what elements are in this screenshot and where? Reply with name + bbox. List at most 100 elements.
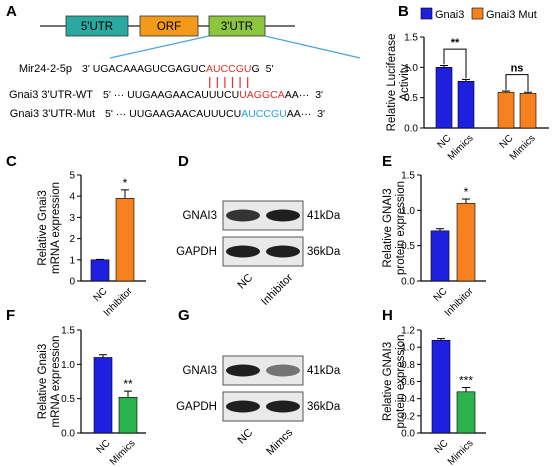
- significance-bracket: [505, 74, 529, 91]
- bar: [118, 396, 138, 434]
- bar: [519, 93, 537, 129]
- significance-label: ns: [511, 63, 524, 75]
- seq-tail: AA···: [285, 89, 310, 101]
- sequence-alignment: Mir24-2-5p 3' UGACAAAGUCGAGUCAUCCGUG 5' Gna…: [9, 63, 325, 120]
- y-axis-label: Relative Gnai3mRNA expression: [37, 182, 62, 274]
- bar: [430, 230, 450, 282]
- panel-c: C 0 1 2 3 4 5 Relative Gnai3mRNA expression NCI…: [6, 153, 146, 319]
- panel-letter-c: C: [6, 153, 17, 170]
- seq-row-name: Gnai3 3'UTR-Mut: [10, 108, 95, 120]
- blot-protein-label: GAPDH: [176, 401, 217, 413]
- blot-band: [266, 364, 300, 377]
- blot-band: [226, 364, 260, 377]
- seq-plain: UUGAAGAACAUUUCU: [127, 89, 239, 101]
- significance-label: **: [123, 377, 133, 391]
- y-tick-label: 1.5: [61, 326, 75, 337]
- y-tick-label: 0: [69, 277, 75, 288]
- legend-label: Gnai3: [435, 9, 464, 21]
- seq-row-name: Mir24-2-5p: [19, 63, 72, 75]
- base-pair-lines: [209, 77, 249, 88]
- y-tick-label: 0.0: [404, 124, 418, 135]
- y-tick-label: 4: [69, 192, 75, 203]
- y-tick-label: 1.2: [401, 326, 415, 337]
- panel-letter-d: D: [178, 153, 189, 170]
- x-tick-label: NC: [498, 133, 516, 151]
- x-tick-label: NC: [92, 286, 110, 304]
- panel-letter-e: E: [382, 153, 392, 170]
- seq-plain: UUGAAGAACAUUUCU: [129, 108, 241, 120]
- panel-d: D GNAI3 41kDa GAPDH 36kDa NC Inhibitor: [176, 153, 341, 308]
- y-axis-label: Relative GNAI3protein expression: [382, 335, 407, 429]
- y-tick-label: 1.5: [404, 33, 418, 44]
- y-tick-label: 2: [69, 234, 75, 245]
- orf-box: [139, 15, 199, 37]
- significance-label: *: [464, 185, 469, 199]
- chart-c: 0 1 2 3 4 5 Relative Gnai3mRNA expression NCInh…: [37, 171, 146, 319]
- seq-left-end: 5' ···: [105, 108, 129, 120]
- seq-row-sequence: 5' ··· UUGAAGAACAUUUCUUAGGCAAA··· 3': [103, 89, 323, 101]
- western-blot-d: GNAI3 41kDa GAPDH 36kDa NC Inhibitor: [176, 200, 341, 308]
- expansion-line-right: [264, 35, 361, 59]
- seq-right-end: 5': [266, 63, 274, 75]
- seq-plain: UGACAAAGUCGAGUC: [93, 63, 207, 75]
- blot-band: [226, 209, 260, 222]
- y-tick-label: 5: [69, 171, 75, 182]
- blot-size-label: 36kDa: [307, 246, 341, 258]
- blot-protein-label: GNAI3: [182, 365, 217, 377]
- seq-tail: G: [251, 63, 259, 75]
- significance-label: **: [451, 37, 460, 49]
- seq-right-end: 3': [315, 89, 323, 101]
- y-tick-label: 0.5: [404, 93, 418, 104]
- utr5-label: 5'UTR: [81, 21, 113, 33]
- seq-highlight: AUCCGU: [206, 63, 252, 75]
- legend-swatch: [471, 7, 484, 20]
- blot-lane-label: NC: [235, 272, 255, 292]
- panel-letter-f: F: [6, 307, 15, 324]
- y-tick-label: 0.2: [401, 411, 415, 422]
- bar: [456, 202, 476, 282]
- y-axis-label: Relative GNAI3protein expression: [382, 181, 407, 275]
- y-tick-label: 0.0: [401, 429, 415, 440]
- utr3-label: 3'UTR: [221, 21, 253, 33]
- y-tick-label: 1.0: [401, 206, 415, 217]
- bar: [497, 91, 515, 129]
- y-tick-label: 1.5: [401, 171, 415, 182]
- bar: [456, 391, 476, 434]
- blot-band: [226, 400, 260, 413]
- blot-protein-label: GNAI3: [182, 210, 217, 222]
- y-tick-label: 1.0: [401, 343, 415, 354]
- y-tick-label: 0.5: [61, 394, 75, 405]
- x-tick-label: NC: [95, 438, 113, 456]
- x-tick-label: Mimics: [446, 133, 476, 163]
- y-tick-label: 0.0: [61, 429, 75, 440]
- western-blot-g: GNAI3 41kDa GAPDH 36kDa NC Mimcs: [176, 355, 341, 458]
- y-tick-label: 0.0: [401, 277, 415, 288]
- y-tick-label: 0.8: [401, 360, 415, 371]
- panel-a: A 5'UTR ORF 3'UTR Mir24-2-5p 3' UGACAAAGU…: [6, 3, 361, 120]
- blot-band: [266, 245, 300, 258]
- blot-size-label: 41kDa: [307, 210, 341, 222]
- seq-left-end: 5' ···: [103, 89, 127, 101]
- seq-row-sequence: 3' UGACAAAGUCGAGUCAUCCGUG 5': [82, 63, 274, 75]
- x-tick-label: Mimics: [446, 438, 476, 467]
- panel-letter-g: G: [178, 307, 190, 324]
- seq-left-end: 3': [82, 63, 93, 75]
- blot-band: [266, 400, 300, 413]
- bar: [115, 198, 135, 282]
- significance-bracket: [443, 48, 467, 79]
- panel-letter-b: B: [398, 3, 409, 20]
- seq-row-name: Gnai3 3'UTR-WT: [9, 89, 93, 101]
- seq-tail: AA···: [287, 108, 312, 120]
- y-axis-label: Relative Gnai3mRNA expression: [37, 335, 62, 427]
- orf-label: ORF: [157, 21, 181, 33]
- blot-protein-label: GAPDH: [176, 246, 217, 258]
- x-tick-label: NC: [436, 133, 454, 151]
- significance-label: ***: [459, 374, 473, 388]
- y-tick-label: 0.6: [401, 377, 415, 388]
